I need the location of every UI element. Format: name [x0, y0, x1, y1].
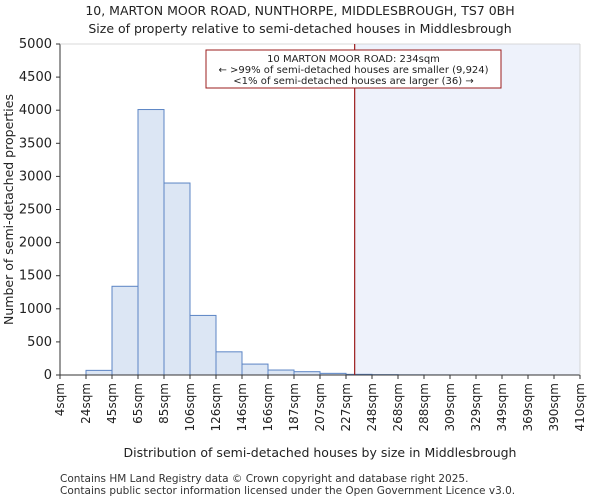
x-tick-label: 85sqm [157, 383, 171, 424]
histogram-bar [241, 363, 269, 376]
annotation-box [205, 49, 502, 89]
x-tick-label: 24sqm [79, 383, 93, 424]
histogram-bar [267, 369, 295, 376]
larger-region-shade [354, 44, 580, 375]
chart-title: Size of property relative to semi-detach… [88, 21, 512, 36]
histogram-bar [137, 109, 165, 376]
x-tick-label: 309sqm [443, 383, 457, 431]
histogram-chart: 0 500 1000 1500 2000 2500 3000 3500 4000 4500 5000… [1, 37, 587, 460]
y-tick-label: 4500 [19, 70, 52, 85]
x-tick-label: 410sqm [573, 383, 587, 431]
x-tick-label: 166sqm [261, 383, 275, 431]
y-axis-title: Number of semi-detached properties [1, 94, 16, 325]
y-tick-label: 5000 [19, 37, 52, 52]
y-tick-label: 2500 [19, 203, 52, 218]
x-tick-label: 390sqm [547, 383, 561, 431]
x-tick-label: 207sqm [313, 383, 327, 431]
x-tick-label: 106sqm [183, 383, 197, 431]
y-tick-label: 3000 [19, 169, 52, 184]
x-tick-label: 349sqm [495, 383, 509, 431]
histogram-bar [215, 351, 243, 376]
x-tick-label: 65sqm [131, 383, 145, 424]
x-tick-label: 248sqm [365, 383, 379, 431]
y-tick-label: 500 [27, 335, 52, 350]
x-tick-label: 329sqm [469, 383, 483, 431]
x-tick-label: 268sqm [391, 383, 405, 431]
x-axis-title: Distribution of semi-detached houses by … [124, 445, 517, 460]
histogram-bar [163, 182, 191, 376]
annotation-line-3: <1% of semi-detached houses are larger (… [233, 76, 473, 87]
x-tick-label: 227sqm [339, 383, 353, 431]
footer-licence: Contains public sector information licen… [60, 485, 516, 497]
y-tick-label: 4000 [19, 103, 52, 118]
histogram-bar [111, 285, 139, 376]
annotation-line-2: ← >99% of semi-detached houses are small… [218, 65, 488, 76]
x-tick-label: 187sqm [287, 383, 301, 431]
y-tick-label: 1500 [19, 269, 52, 284]
x-tick-label: 369sqm [521, 383, 535, 431]
annotation-line-1: 10 MARTON MOOR ROAD: 234sqm [267, 54, 440, 65]
x-tick-label: 45sqm [105, 383, 119, 424]
x-tick-label: 4sqm [53, 383, 67, 416]
footer-copyright: Contains HM Land Registry data © Crown c… [60, 473, 469, 485]
chart-title-address: 10, MARTON MOOR ROAD, NUNTHORPE, MIDDLES… [85, 3, 515, 18]
x-tick-label: 288sqm [417, 383, 431, 431]
histogram-bar [189, 314, 217, 376]
x-tick-label: 126sqm [209, 383, 223, 431]
y-tick-label: 1000 [19, 302, 52, 317]
y-tick-label: 3500 [19, 136, 52, 151]
histogram-bar [85, 369, 113, 376]
y-tick-label: 0 [44, 368, 52, 383]
y-tick-label: 2000 [19, 236, 52, 251]
x-tick-label: 146sqm [235, 383, 249, 431]
